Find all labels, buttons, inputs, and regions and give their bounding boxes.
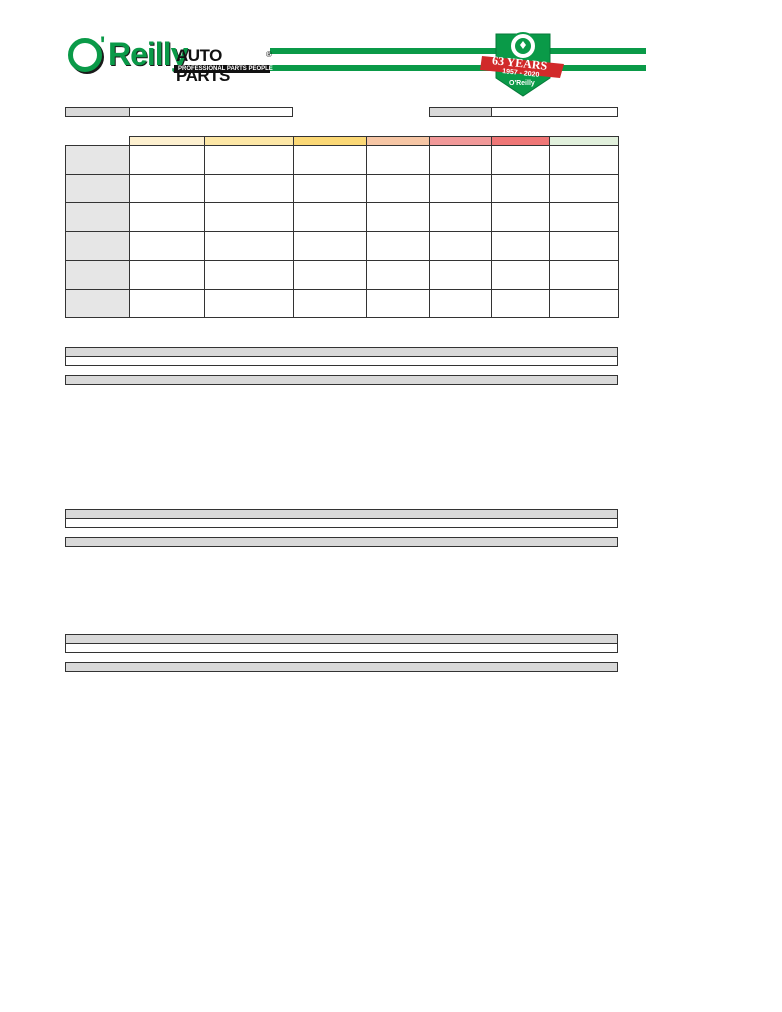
grid-row-label-4 (65, 231, 130, 261)
grid-cell-r1-c1[interactable] (129, 145, 205, 175)
grid-cell-r1-c4[interactable] (366, 145, 430, 175)
grid-cell-r4-c4[interactable] (366, 231, 430, 261)
field-left-input[interactable] (129, 107, 293, 117)
header-stripe-bottom (270, 65, 646, 71)
anniversary-badge-shape (480, 32, 564, 97)
logo-o-ring (68, 38, 102, 72)
grid-cell-r5-c3[interactable] (293, 260, 367, 290)
grid-cell-r4-c3[interactable] (293, 231, 367, 261)
grid-cell-r5-c6[interactable] (491, 260, 550, 290)
grid-cell-r3-c5[interactable] (429, 202, 492, 232)
grid-cell-r6-c7[interactable] (549, 289, 619, 318)
grid-cell-r3-c6[interactable] (491, 202, 550, 232)
section-3-subtitle-bar (65, 662, 618, 672)
field-left-label (65, 107, 130, 117)
grid-cell-r6-c6[interactable] (491, 289, 550, 318)
grid-cell-r4-c5[interactable] (429, 231, 492, 261)
grid-cell-r5-c7[interactable] (549, 260, 619, 290)
section-1-subtitle-bar (65, 375, 618, 385)
grid-cell-r4-c6[interactable] (491, 231, 550, 261)
grid-cell-r6-c4[interactable] (366, 289, 430, 318)
grid-cell-r3-c1[interactable] (129, 202, 205, 232)
grid-cell-r2-c3[interactable] (293, 174, 367, 203)
grid-cell-r4-c7[interactable] (549, 231, 619, 261)
grid-cell-r2-c5[interactable] (429, 174, 492, 203)
grid-cell-r1-c2[interactable] (204, 145, 294, 175)
grid-cell-r2-c4[interactable] (366, 174, 430, 203)
badge-mini-logo: O'Reilly (509, 80, 535, 87)
grid-cell-r5-c1[interactable] (129, 260, 205, 290)
grid-cell-r2-c1[interactable] (129, 174, 205, 203)
grid-cell-r6-c2[interactable] (204, 289, 294, 318)
grid-cell-r2-c2[interactable] (204, 174, 294, 203)
logo-apostrophe: ' (100, 32, 106, 57)
anniversary-badge: 63 YEARS 1957 - 2020 O'Reilly (478, 26, 568, 100)
grid-row-label-2 (65, 174, 130, 203)
section-1-value-field[interactable] (65, 356, 618, 366)
oreilly-logo[interactable]: ' Reilly AUTO PARTS ® PROFESSIONAL PARTS… (66, 32, 276, 85)
grid-cell-r3-c7[interactable] (549, 202, 619, 232)
header-stripe-top (270, 48, 646, 54)
grid-row-label-1 (65, 145, 130, 175)
grid-cell-r1-c5[interactable] (429, 145, 492, 175)
grid-cell-r3-c4[interactable] (366, 202, 430, 232)
grid-cell-r1-c7[interactable] (549, 145, 619, 175)
logo-tagline: PROFESSIONAL PARTS PEOPLE (178, 66, 273, 72)
field-right-label (429, 107, 492, 117)
section-2-subtitle-bar (65, 537, 618, 547)
grid-cell-r3-c2[interactable] (204, 202, 294, 232)
grid-cell-r1-c6[interactable] (491, 145, 550, 175)
grid-cell-r3-c3[interactable] (293, 202, 367, 232)
grid-cell-r6-c1[interactable] (129, 289, 205, 318)
section-2-value-field[interactable] (65, 518, 618, 528)
grid-cell-r5-c4[interactable] (366, 260, 430, 290)
grid-cell-r2-c7[interactable] (549, 174, 619, 203)
section-3-value-field[interactable] (65, 643, 618, 653)
grid-cell-r5-c5[interactable] (429, 260, 492, 290)
grid-cell-r6-c5[interactable] (429, 289, 492, 318)
logo-tagline-bar: PROFESSIONAL PARTS PEOPLE (174, 65, 273, 73)
field-right-input[interactable] (491, 107, 618, 117)
logo-registered: ® (266, 50, 272, 59)
grid-cell-r6-c3[interactable] (293, 289, 367, 318)
grid-cell-r1-c3[interactable] (293, 145, 367, 175)
grid-cell-r4-c2[interactable] (204, 231, 294, 261)
grid-row-label-6 (65, 289, 130, 318)
grid-row-label-5 (65, 260, 130, 290)
grid-row-label-3 (65, 202, 130, 232)
grid-cell-r4-c1[interactable] (129, 231, 205, 261)
grid-cell-r2-c6[interactable] (491, 174, 550, 203)
grid-cell-r5-c2[interactable] (204, 260, 294, 290)
